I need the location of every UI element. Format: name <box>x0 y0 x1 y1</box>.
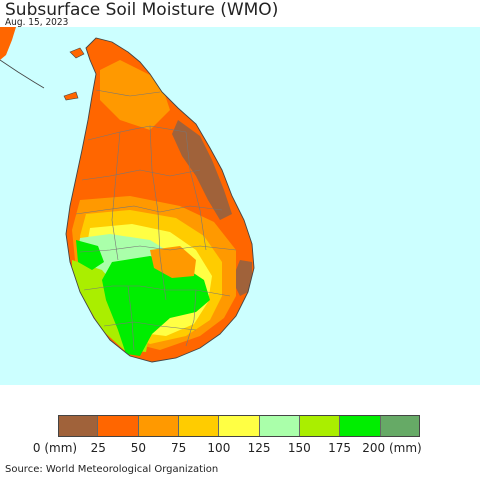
district-boundaries <box>75 89 237 351</box>
legend-tick-label: 25 <box>90 441 106 455</box>
map-title: Subsurface Soil Moisture (WMO) <box>5 0 279 20</box>
legend-swatch <box>218 415 259 437</box>
color-legend <box>58 415 420 437</box>
southeast-dry-zone <box>232 260 252 296</box>
sri-lanka-map <box>0 27 255 363</box>
legend-tick-label: 100 <box>207 441 231 455</box>
legend-tick-label: 75 <box>171 441 187 455</box>
india-coast-outline <box>0 59 45 89</box>
legend-tick-label: 0 (mm) <box>32 441 78 455</box>
legend-swatch <box>379 415 420 437</box>
legend-swatch <box>177 415 219 437</box>
legend-tick-label: 50 <box>130 441 147 455</box>
legend-swatch <box>137 415 178 437</box>
west-green-patch <box>76 240 104 270</box>
dry-region <box>66 38 254 362</box>
map-area[interactable] <box>0 27 480 385</box>
legend-swatch <box>58 415 98 437</box>
east-dry-zone <box>172 120 232 220</box>
island-outline <box>65 37 255 363</box>
jaffna-islands <box>69 47 85 59</box>
legend-swatch <box>258 415 299 437</box>
mannar-island <box>63 91 79 101</box>
wet-zone-green <box>102 256 210 356</box>
central-orange-patch <box>150 246 196 278</box>
map-date: Aug. 15, 2023 <box>5 17 69 28</box>
legend-tick-label: 125 <box>247 441 271 455</box>
legend-tick-label: 175 <box>328 441 351 455</box>
india-coast <box>0 27 16 60</box>
legend-tick-label: 200 (mm) <box>362 441 422 455</box>
legend-tick-label: 150 <box>287 441 311 455</box>
legend-swatch <box>339 415 380 437</box>
legend-swatch <box>97 415 138 437</box>
source-credit: Source: World Meteorological Organizatio… <box>5 464 219 475</box>
legend-swatch <box>298 415 340 437</box>
